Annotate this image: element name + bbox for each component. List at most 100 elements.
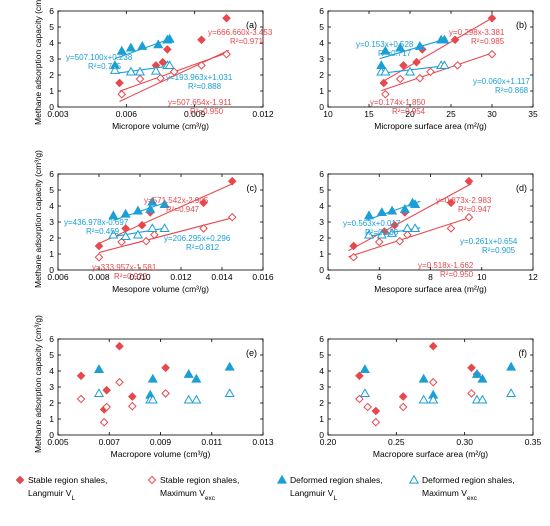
x-tick-label: 12	[528, 272, 538, 282]
y-tick-label: 1	[319, 414, 324, 424]
fit-line-stable-max	[348, 216, 472, 258]
y-axis-label: Methane adsorption capacity (cm³/g)	[33, 315, 43, 453]
y-tick-label: 3	[319, 54, 324, 64]
data-point-deformed-max	[380, 66, 391, 76]
data-point-stable-langmuir	[371, 406, 381, 416]
data-point-deformed-max	[108, 229, 119, 239]
data-point-deformed-langmuir	[506, 361, 517, 371]
data-point-stable-langmuir	[199, 198, 208, 208]
x-axis-label: Micropore surface area (m²/g)	[374, 121, 487, 131]
y-tick-label: 4	[49, 38, 54, 48]
y-tick-label: 5	[319, 185, 324, 195]
y-tick-label: 3	[49, 54, 54, 64]
legend-marker-stable-langmuir	[15, 475, 25, 485]
data-point-stable-max	[169, 67, 179, 77]
fit-r2: R²=0.950	[190, 107, 224, 116]
data-point-deformed-max	[147, 394, 158, 404]
y-tick-label: 0	[319, 430, 324, 440]
data-point-stable-langmuir	[137, 220, 147, 230]
fit-equation: y=0.298x-3.381	[449, 28, 505, 37]
fit-line-deformed-langmuir	[379, 38, 448, 60]
data-point-stable-max	[355, 394, 364, 404]
y-tick-label: 5	[49, 350, 54, 360]
data-point-deformed-langmuir	[387, 205, 398, 215]
data-point-deformed-max	[404, 66, 416, 76]
fit-equation: y=206.295x+0.296	[164, 234, 231, 243]
data-point-deformed-max	[418, 394, 429, 404]
y-tick-label: 3	[319, 382, 324, 392]
data-point-stable-max	[156, 73, 165, 83]
data-point-stable-max	[426, 67, 435, 77]
y-tick-label: 4	[49, 366, 54, 376]
data-point-deformed-max	[134, 66, 146, 76]
data-point-stable-max	[222, 49, 231, 59]
data-point-stable-max	[446, 224, 456, 233]
data-point-stable-langmuir	[379, 78, 389, 88]
data-point-deformed-max	[159, 223, 170, 233]
x-tick-label: 0.30	[456, 437, 473, 447]
x-tick-label: 0.006	[116, 109, 138, 119]
fit-equation: y=571.542x-2.905	[144, 196, 209, 205]
data-point-stable-langmuir	[222, 13, 231, 23]
data-point-deformed-max	[132, 229, 144, 239]
x-tick-label: 6	[377, 272, 382, 282]
y-axis-label: Methane adsorption capacity (cm³/g)	[33, 150, 43, 288]
y-axis-label: Methane adsorption capacity (cm³/g)	[33, 0, 43, 125]
chart-panel-e: 0.005 0.007 0.009 0.011 0.013 0 1 2 3 4 5 6 Macropor…	[33, 315, 274, 459]
data-point-deformed-langmuir	[93, 364, 105, 374]
fit-equation: y=507.654x-1.911	[168, 98, 232, 107]
panel-label: (a)	[246, 20, 257, 30]
fit-equation: y=666.660x-3.453	[208, 28, 273, 37]
legend-marker-stable-max	[147, 475, 157, 485]
data-point-stable-max	[371, 417, 381, 427]
data-point-stable-max	[102, 402, 111, 412]
data-point-deformed-langmuir	[414, 40, 425, 50]
data-point-stable-langmuir	[161, 363, 170, 373]
data-point-deformed-langmuir	[116, 45, 127, 55]
data-point-deformed-max	[428, 394, 439, 404]
data-point-stable-max	[395, 236, 405, 246]
fit-line-deformed-max	[113, 227, 167, 238]
fit-equation: y=333.957x-1.581	[92, 263, 157, 272]
y-tick-label: 5	[319, 350, 324, 360]
data-point-stable-max	[464, 212, 474, 222]
data-point-deformed-langmuir	[120, 208, 131, 218]
data-point-deformed-max	[477, 394, 488, 404]
data-point-stable-langmuir	[349, 241, 358, 251]
data-point-stable-langmuir	[412, 57, 421, 67]
data-point-stable-max	[99, 417, 109, 427]
x-tick-label: 20	[405, 109, 415, 119]
data-point-deformed-langmuir	[439, 34, 450, 44]
data-point-deformed-langmuir	[145, 203, 156, 213]
fit-r2: R²=0.947	[166, 205, 200, 214]
data-point-deformed-max	[93, 388, 105, 398]
x-tick-label: 25	[446, 109, 456, 119]
x-tick-label: 0.009	[184, 109, 206, 119]
data-point-stable-langmuir	[487, 13, 497, 23]
data-point-stable-max	[76, 394, 86, 404]
data-point-deformed-langmuir	[132, 205, 144, 215]
data-point-deformed-langmuir	[359, 364, 370, 374]
data-point-stable-langmuir	[390, 220, 399, 230]
data-point-stable-langmuir	[398, 392, 408, 401]
y-tick-label: 2	[49, 70, 54, 80]
y-tick-label: 6	[319, 169, 324, 179]
data-point-deformed-max	[150, 65, 162, 75]
data-point-deformed-max	[183, 394, 194, 404]
chart-panel-f: 0.20 0.25 0.30 0.35 0 1 2 3 4 5 6 Macropore surface…	[319, 334, 541, 459]
data-point-stable-max	[415, 73, 425, 83]
data-point-stable-langmuir	[446, 198, 456, 208]
y-tick-label: 5	[49, 185, 54, 195]
data-point-deformed-max	[506, 388, 517, 398]
data-point-deformed-max	[125, 66, 136, 76]
data-point-stable-max	[403, 230, 412, 240]
x-tick-label: 10	[323, 109, 333, 119]
legend: Stable region shales, Langmuir VL Stable r…	[15, 474, 515, 502]
fit-line-stable-max	[381, 52, 494, 92]
data-point-deformed-langmuir	[137, 40, 148, 50]
x-axis-label: Micropore volume (cm³/g)	[112, 121, 209, 131]
x-tick-label: 0.35	[525, 437, 542, 447]
data-point-deformed-langmuir	[191, 373, 202, 383]
panel-label: (e)	[246, 348, 257, 358]
y-tick-label: 0	[49, 102, 54, 112]
